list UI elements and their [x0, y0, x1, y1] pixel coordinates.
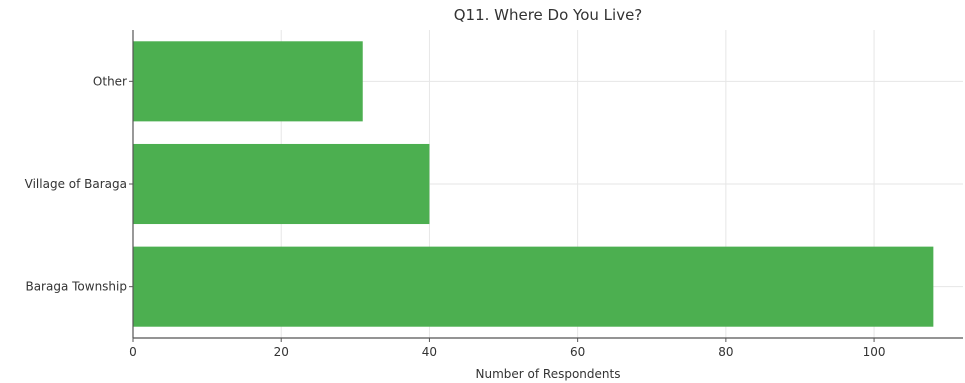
- y-tick-label: Other: [93, 74, 127, 88]
- bar-other: [133, 41, 363, 122]
- x-axis-label: Number of Respondents: [476, 367, 621, 381]
- x-tick-label: 40: [422, 345, 437, 359]
- x-tick-label: 100: [863, 345, 886, 359]
- y-tick-label: Village of Baraga: [25, 177, 127, 191]
- bar-village-of-baraga: [133, 143, 430, 225]
- bars: [133, 41, 934, 327]
- x-tick-label: 20: [274, 345, 289, 359]
- x-tick-labels: 0 20 40 60 80 100: [129, 338, 886, 359]
- y-tick-labels: Baraga Township Village of Baraga Other: [25, 74, 133, 294]
- bar-baraga-township: [133, 246, 934, 327]
- x-tick-label: 80: [718, 345, 733, 359]
- x-tick-label: 0: [129, 345, 137, 359]
- y-tick-label: Baraga Township: [25, 280, 127, 294]
- x-tick-label: 60: [570, 345, 585, 359]
- chart-title: Q11. Where Do You Live?: [454, 6, 643, 24]
